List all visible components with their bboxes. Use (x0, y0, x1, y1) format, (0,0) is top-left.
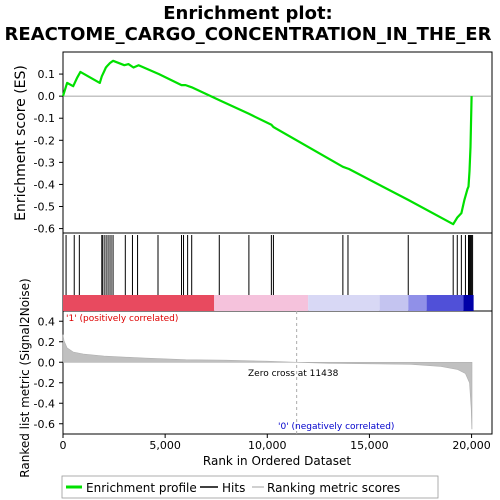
legend-enrichment-label: Enrichment profile (86, 481, 197, 495)
x-tick-label: 15,000 (350, 439, 389, 452)
ranking-heat-segment (380, 295, 409, 311)
enrichment-y-tick-label: -0.1 (34, 112, 55, 125)
ranking-heat-segment (427, 295, 464, 311)
hits-layer (63, 235, 474, 311)
enrichment-y-tick-label: 0.1 (38, 68, 56, 81)
metric-layer: 0.4 0.2 0.0 -0.2 -0.4 -0.6 0 5,000 10,000 15,000 2… (34, 311, 491, 452)
enrichment-y-tick-label: -0.2 (34, 134, 55, 147)
metric-y-tick-label: -0.6 (34, 418, 55, 431)
x-tick-label: 5,000 (149, 439, 181, 452)
ranking-metric-area (63, 335, 472, 429)
negative-correlation-label: '0' (negatively correlated) (278, 422, 394, 432)
legend-hits-label: Hits (222, 481, 245, 495)
legend: Enrichment profile Hits Ranking metric s… (62, 476, 438, 498)
positive-correlation-label: '1' (positively correlated) (66, 314, 178, 324)
metric-y-axis-label: Ranked list metric (Signal2Noise) (18, 278, 32, 477)
zero-cross-label: Zero cross at 11438 (248, 369, 339, 379)
ranking-heat-segment (463, 295, 473, 311)
legend-metric-label: Ranking metric scores (267, 481, 400, 495)
metric-y-tick-label: 0.4 (38, 315, 56, 328)
enrichment-y-tick-label: 0.0 (38, 90, 56, 103)
x-tick-label: 10,000 (248, 439, 287, 452)
metric-y-tick-label: 0.0 (38, 356, 56, 369)
x-tick-label: 20,000 (452, 439, 491, 452)
metric-y-tick-label: -0.4 (34, 397, 55, 410)
chart-title-line2: REACTOME_CARGO_CONCENTRATION_IN_THE_ER (5, 24, 492, 45)
x-tick-label: 0 (60, 439, 67, 452)
ranking-heat-segment (214, 295, 308, 311)
enrichment-panel-frame (63, 52, 492, 233)
ranking-heat-segment (63, 295, 214, 311)
enrichment-y-tick-label: -0.6 (34, 223, 55, 236)
enrichment-y-tick-label: -0.4 (34, 178, 55, 191)
chart-title-line1: Enrichment plot: (163, 3, 333, 24)
metric-y-tick-label: -0.2 (34, 377, 55, 390)
x-axis-label: Rank in Ordered Dataset (203, 454, 351, 468)
enrichment-profile-line (63, 61, 472, 224)
enrichment-y-axis-label: Enrichment score (ES) (13, 65, 29, 221)
ranking-heat-segment (408, 295, 426, 311)
ranking-heat-segment (308, 295, 380, 311)
enrichment-y-tick-label: -0.5 (34, 201, 55, 214)
metric-y-tick-label: 0.2 (38, 336, 56, 349)
enrichment-layer: 0.1 0.0 -0.1 -0.2 -0.3 -0.4 -0.5 -0.6 (34, 61, 492, 236)
enrichment-y-tick-label: -0.3 (34, 156, 55, 169)
